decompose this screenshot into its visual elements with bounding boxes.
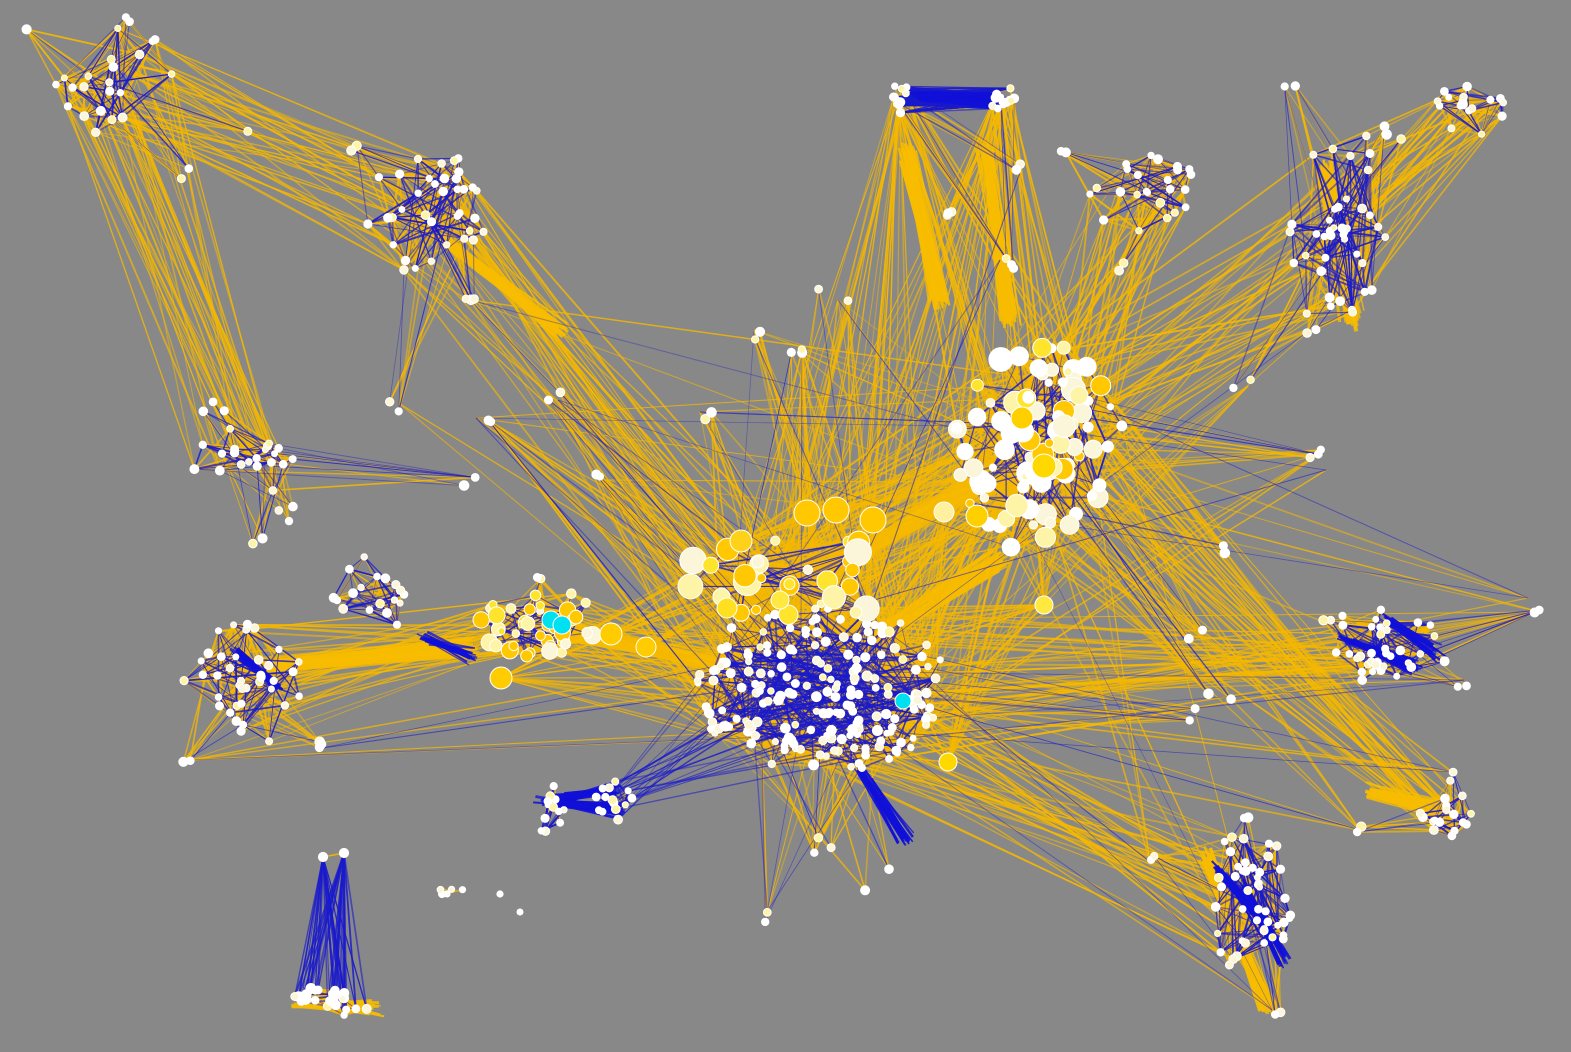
gold-edge-layer [25, 16, 1541, 1018]
node-layer [21, 13, 1544, 1019]
